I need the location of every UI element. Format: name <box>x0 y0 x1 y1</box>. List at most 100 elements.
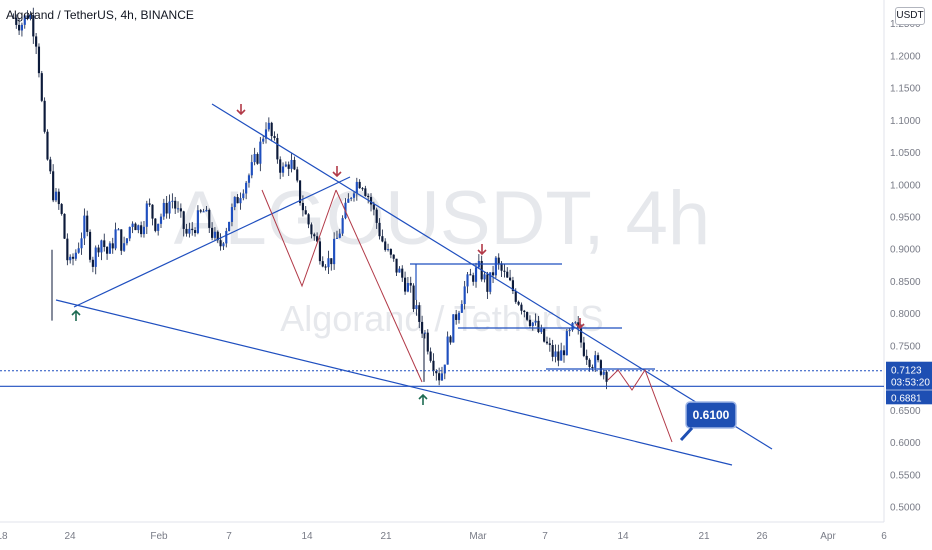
x-tick-label: Apr <box>820 531 836 542</box>
candle-body <box>37 46 41 74</box>
candle-body <box>111 243 114 249</box>
candle-body <box>259 141 262 164</box>
candle-body <box>35 36 38 47</box>
candle-body <box>469 274 472 276</box>
candle-body <box>506 271 509 278</box>
candle-body <box>398 268 401 273</box>
target-callout: 0.6100 <box>679 401 737 442</box>
candle-body <box>392 254 395 259</box>
x-tick-label: 21 <box>698 531 710 542</box>
candle-body <box>94 247 97 267</box>
candle-body <box>159 216 163 224</box>
candle-body <box>69 256 72 261</box>
currency-unit-button[interactable]: USDT <box>895 7 925 25</box>
candle-body <box>225 230 228 244</box>
x-tick-label: 7 <box>226 531 232 542</box>
candle-body <box>517 301 520 305</box>
candle-body <box>395 258 398 273</box>
candle-body <box>327 258 330 268</box>
candle-body <box>378 222 381 237</box>
candle-body <box>43 100 46 132</box>
candle-body <box>443 364 446 374</box>
candle-body <box>591 366 594 368</box>
support-diagonal <box>73 176 351 308</box>
candle-body <box>60 204 63 214</box>
candle-body <box>401 268 404 278</box>
y-tick-label: 1.1500 <box>890 84 921 95</box>
candle-body <box>557 351 560 361</box>
candle-body <box>426 332 429 352</box>
candle-body <box>191 228 194 231</box>
candle-body <box>375 209 378 223</box>
candle-body <box>520 304 523 311</box>
y-tick-label: 1.0000 <box>890 180 921 191</box>
candle-body <box>347 198 350 203</box>
candle-body <box>71 256 75 259</box>
watermark-name: Algorand / TetherUS <box>280 298 604 339</box>
candle-body <box>88 231 92 260</box>
candle-body <box>588 359 591 367</box>
candle-body <box>489 272 492 292</box>
candle-body <box>372 204 375 210</box>
candle-body <box>52 171 55 201</box>
candle-body <box>361 188 364 190</box>
candle-body <box>429 351 432 361</box>
candle-body <box>273 136 276 139</box>
candle-body <box>213 231 217 238</box>
candle-body <box>455 314 458 320</box>
y-tick-label: 1.2000 <box>890 51 921 62</box>
y-tick-label: 0.8500 <box>890 277 921 288</box>
candle-body <box>324 266 327 268</box>
candle-body <box>216 231 219 241</box>
candle-body <box>333 238 336 265</box>
candle-body <box>32 14 35 37</box>
candle-body <box>46 131 49 160</box>
candle-body <box>199 210 202 212</box>
candle-body <box>239 198 242 204</box>
candle-body <box>562 350 566 356</box>
candle-body <box>338 233 341 238</box>
candle-body <box>369 197 373 205</box>
candle-body <box>211 227 214 238</box>
candle-body <box>352 193 356 198</box>
candle-body <box>560 350 563 361</box>
candle-body <box>435 371 438 374</box>
arrow-down <box>236 104 246 116</box>
candle-body <box>176 208 180 210</box>
candle-body <box>298 180 302 203</box>
candle-body <box>86 215 89 232</box>
y-tick-label: 0.9500 <box>890 212 921 223</box>
target-label: 0.6100 <box>693 408 730 422</box>
candle-body <box>182 211 185 229</box>
candle-body <box>83 215 86 239</box>
candle-body <box>500 263 503 271</box>
candle-body <box>355 181 358 194</box>
candle-body <box>540 328 543 333</box>
candle-body <box>222 243 225 247</box>
candle-body <box>554 351 557 357</box>
arrow-down-icon <box>332 166 342 178</box>
candle-body <box>219 240 222 247</box>
candle-body <box>386 249 390 251</box>
candle-body <box>162 202 165 217</box>
candle-body <box>256 154 259 164</box>
candle-body <box>267 122 270 130</box>
candle-body <box>418 305 421 322</box>
candle-body <box>596 355 600 361</box>
candle-body <box>483 274 486 280</box>
candle-body <box>463 286 466 305</box>
candle-body <box>438 373 441 381</box>
candle-body <box>168 201 171 214</box>
candle-body <box>66 238 69 261</box>
candle-body <box>105 247 109 254</box>
candle-body <box>301 202 304 211</box>
candle-body <box>15 17 18 25</box>
candle-body <box>389 249 392 255</box>
candle-body <box>279 159 282 173</box>
candle-body <box>585 355 588 360</box>
y-tick-label: 0.5500 <box>890 470 921 481</box>
countdown-label: 03:53:20 <box>891 378 930 389</box>
target-pointer <box>679 426 694 442</box>
